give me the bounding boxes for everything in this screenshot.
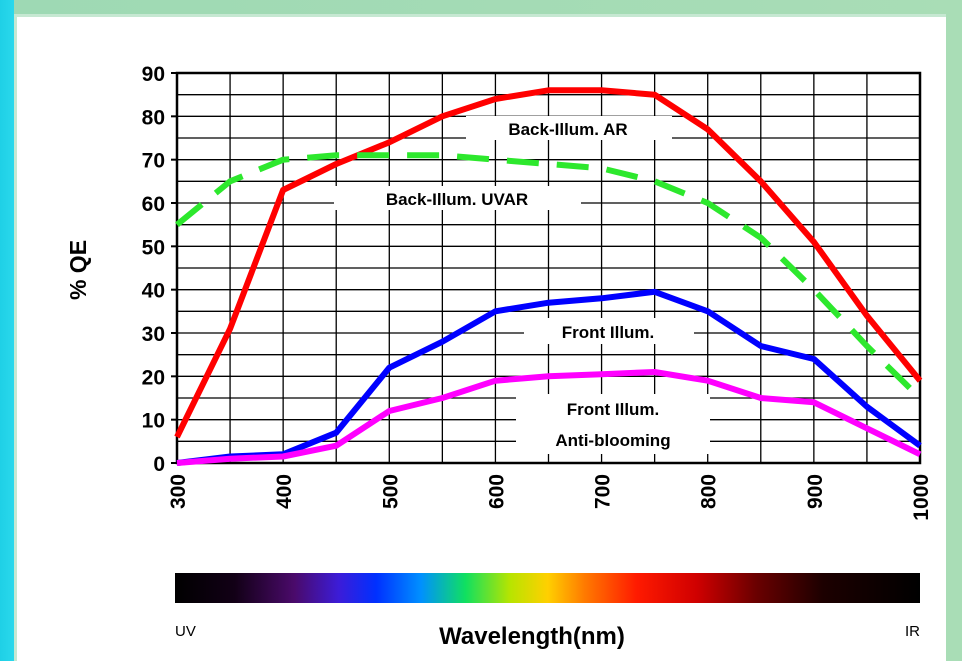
x-tick-label: 400 [273,474,296,509]
y-axis-label: % QE [65,240,91,300]
annotation-front-illum: Front Illum. [562,323,655,342]
y-tick-label: 20 [142,366,165,389]
annotation-front-illum-2: Front Illum. [567,400,660,419]
plot-frame [175,71,922,465]
x-tick-label: 500 [379,474,402,509]
series-lines [174,87,923,466]
x-tick-label: 300 [167,474,190,509]
ir-label: IR [905,623,920,640]
annotation-back-illum-ar: Back-Illum. AR [508,120,627,139]
spectrum-bar [175,573,920,603]
series-line-2 [176,288,922,466]
uv-label: UV [175,623,196,640]
series-line-3 [176,369,922,466]
series-line-1 [175,152,923,401]
y-tick-label: 70 [142,150,165,173]
annotation-anti-blooming: Anti-blooming [555,431,670,450]
y-tick-labels: 0 10 20 30 40 50 60 70 80 90 [142,63,165,476]
x-tick-label: 900 [804,474,827,509]
x-tick-label: 700 [592,474,615,509]
annotation-back-illum-uvar: Back-Illum. UVAR [386,190,528,209]
y-tick-label: 90 [142,63,165,86]
x-tick-label: 600 [485,474,508,509]
x-tick-label: 800 [698,474,721,509]
y-tick-label: 30 [142,323,165,346]
x-tick-label: 1000 [910,474,933,521]
y-tick-label: 50 [142,236,165,259]
y-tick-label: 0 [153,453,165,476]
annotation-bg-front [524,318,694,344]
y-tick-label: 80 [142,106,165,129]
annotation-bg-uvar [334,186,581,210]
y-tick-label: 60 [142,193,165,216]
x-axis-label: Wavelength(nm) [439,623,625,650]
annotation-bg-ar [466,116,672,140]
annotation-bg-antibloom [516,394,710,454]
series-line-0 [174,87,923,439]
y-tick-label: 10 [142,410,165,433]
y-tick-label: 40 [142,280,165,303]
x-tick-labels: 300 400 500 600 700 800 900 1000 [167,474,933,521]
